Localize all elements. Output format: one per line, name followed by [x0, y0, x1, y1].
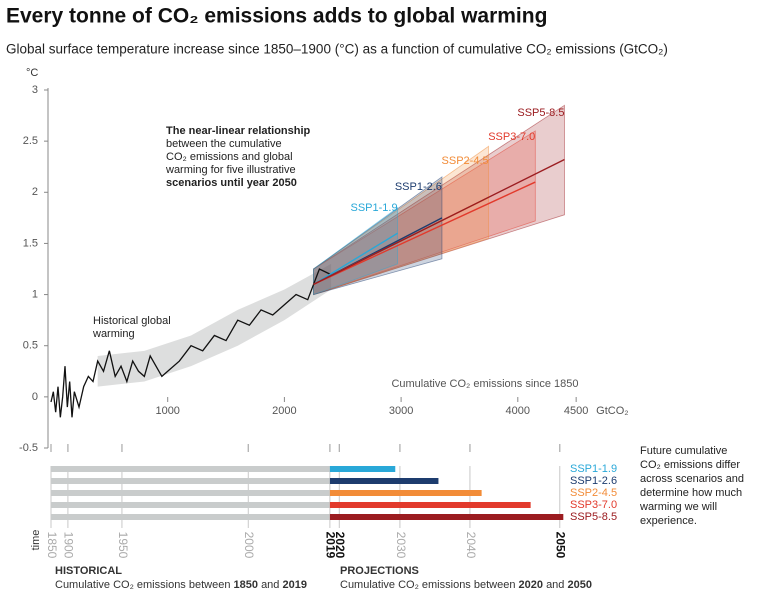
scenario-label: SSP1-2.6	[395, 181, 442, 193]
time-tick-label: 1850	[45, 532, 59, 559]
projection-bar	[329, 466, 396, 472]
historical-bar	[51, 466, 330, 472]
footer-part: 1850	[234, 579, 258, 591]
footer-part: 2019	[282, 579, 306, 591]
x-tick-label: 4500	[564, 405, 588, 417]
scenario-label: SSP2-4.5	[442, 155, 489, 167]
scenario-label: SSP3-7.0	[488, 131, 535, 143]
annotation: between the cumulative	[166, 138, 282, 150]
note: warming we will	[639, 501, 717, 513]
time-tick-label: 1950	[116, 532, 130, 559]
footer-part: Cumulative CO₂ emissions between	[55, 579, 230, 591]
y-tick-label: 0	[32, 391, 38, 403]
historical-line	[50, 268, 331, 418]
historical-bar	[51, 490, 330, 496]
projection-bar	[329, 490, 482, 496]
annotation: warming for five illustrative	[165, 164, 296, 176]
annotation: warming	[92, 328, 135, 340]
historical-bar	[51, 514, 330, 520]
scenario-line	[313, 158, 565, 285]
x-tick-label: 3000	[389, 405, 413, 417]
note: determine how much	[640, 487, 742, 499]
historical-bar	[51, 478, 330, 484]
chart-subtitle: Global surface temperature increase sinc…	[6, 42, 668, 57]
x-tick-label: 1000	[155, 405, 179, 417]
note: across scenarios and	[640, 473, 744, 485]
x-unit: GtCO₂	[596, 405, 628, 417]
projection-bar	[329, 502, 531, 508]
y-axis-label: °C	[26, 67, 38, 79]
historical-bar	[51, 502, 330, 508]
annotation: Historical global	[93, 315, 171, 327]
footer-part: and	[261, 579, 279, 591]
time-tick-label: 2040	[464, 532, 478, 559]
legend-label: SSP1-2.6	[570, 475, 617, 487]
footer-part: Cumulative CO₂ emissions between	[340, 579, 515, 591]
x-tick-label: 2000	[272, 405, 296, 417]
time-tick-label: 2019	[324, 532, 338, 559]
scenario-label: SSP1-1.9	[351, 202, 398, 214]
time-label: time	[30, 530, 42, 551]
y-tick-label: 2	[32, 186, 38, 198]
time-tick-label: 1900	[62, 532, 76, 559]
note: Future cumulative	[640, 445, 727, 457]
legend-label: SSP2-4.5	[570, 487, 617, 499]
time-tick-label: 2050	[554, 532, 568, 559]
projection-bar	[329, 478, 439, 484]
annotation: CO₂ emissions and global	[166, 151, 293, 163]
time-tick-label: 2020	[333, 532, 347, 559]
projection-bar	[329, 514, 564, 520]
footer-text: Cumulative CO₂ emissions between 2020 an…	[340, 579, 592, 591]
legend-label: SSP1-1.9	[570, 463, 617, 475]
footer-heading: PROJECTIONS	[340, 565, 419, 577]
note: experience.	[640, 515, 697, 527]
x-axis-label: Cumulative CO₂ emissions since 1850	[391, 378, 578, 390]
footer-part: 2050	[567, 579, 591, 591]
time-tick-label: 2000	[242, 532, 256, 559]
y-tick-label: -0.5	[19, 442, 38, 454]
historical-range	[97, 263, 332, 387]
y-tick-label: 1	[32, 288, 38, 300]
chart-title: Every tonne of CO₂ emissions adds to glo…	[6, 5, 547, 28]
note: CO₂ emissions differ	[640, 459, 740, 471]
footer-text: Cumulative CO₂ emissions between 1850 an…	[55, 579, 307, 591]
footer-part: and	[546, 579, 564, 591]
y-tick-label: 0.5	[23, 340, 38, 352]
y-tick-label: 1.5	[23, 237, 38, 249]
legend-label: SSP5-8.5	[570, 511, 617, 523]
legend-label: SSP3-7.0	[570, 499, 617, 511]
annotation: scenarios until year 2050	[166, 177, 297, 189]
time-tick-label: 2030	[394, 532, 408, 559]
footer-heading: HISTORICAL	[55, 565, 122, 577]
y-tick-label: 2.5	[23, 135, 38, 147]
scenario-line	[313, 232, 398, 285]
annotation: The near-linear relationship	[166, 125, 311, 137]
y-tick-label: 3	[32, 84, 38, 96]
scenario-label: SSP5-8.5	[517, 107, 564, 119]
scenario-line	[313, 181, 536, 285]
footer-part: 2020	[519, 579, 543, 591]
x-tick-label: 4000	[506, 405, 530, 417]
